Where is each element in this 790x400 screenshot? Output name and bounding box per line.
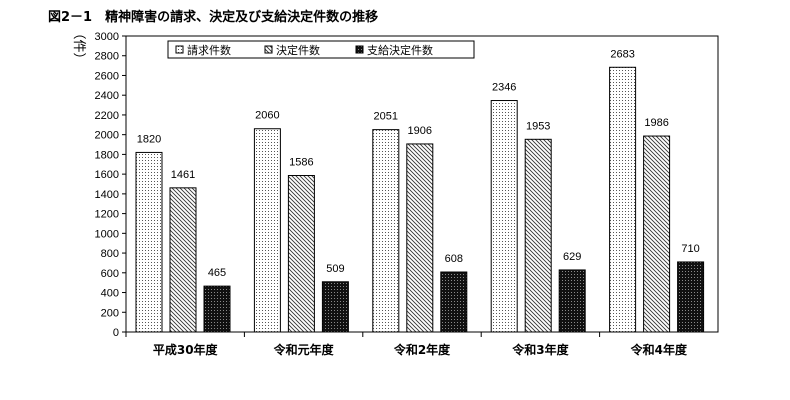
category-label: 令和2年度 (393, 342, 451, 357)
legend-box (167, 40, 475, 59)
y-tick-label: 200 (101, 307, 119, 319)
data-label: 1986 (644, 117, 668, 129)
y-tick-label: 1800 (95, 149, 119, 161)
y-tick-label: 1400 (95, 189, 119, 201)
bar-2 (643, 135, 671, 333)
bar-3 (203, 285, 231, 333)
category-label: 令和元年度 (273, 342, 335, 357)
x-axis: 平成30年度 令和元年度 令和2年度 令和3年度 令和4年度 (125, 332, 688, 357)
y-tick-label: 2600 (95, 70, 119, 82)
legend-swatch (175, 45, 184, 54)
bar-2 (169, 187, 197, 333)
data-labels: 1820 1461 465 2060 1586 509 2051 1906 608 2346 195… (137, 48, 700, 279)
bar-2 (406, 143, 434, 333)
y-tick-label: 400 (101, 288, 119, 300)
bar-2 (287, 175, 315, 333)
bar-2 (524, 138, 552, 333)
category-label: 令和4年度 (630, 342, 688, 357)
y-tick-label: 1600 (95, 169, 119, 181)
bar-3 (440, 271, 468, 333)
y-tick-label: 800 (101, 248, 119, 260)
data-label: 629 (563, 251, 581, 263)
legend: 請求件数 決定件数 支給決定件数 (167, 40, 475, 59)
y-tick-label: 2400 (95, 90, 119, 102)
y-axis-label: （件） (71, 26, 86, 65)
legend-label: 決定件数 (276, 43, 320, 57)
y-tick-label: 3000 (95, 31, 119, 43)
bar-1 (372, 129, 400, 333)
y-axis: 0 200 400 600 800 1000 1200 1400 1600 1800 2000 220… (95, 31, 126, 339)
bar-1 (609, 66, 637, 333)
y-tick-label: 0 (113, 327, 119, 339)
data-label: 1586 (289, 157, 313, 169)
y-tick-label: 1000 (95, 228, 119, 240)
bar-series (135, 66, 705, 333)
plot-area (125, 35, 719, 333)
data-label: 1953 (526, 120, 550, 132)
data-label: 1906 (408, 125, 432, 137)
legend-label: 請求件数 (187, 43, 231, 57)
data-label: 2346 (492, 82, 516, 94)
y-tick-label: 2800 (95, 51, 119, 63)
data-label: 509 (326, 263, 344, 275)
figure-title: 図2－1 精神障害の請求、決定及び支給決定件数の推移 (48, 10, 379, 25)
data-label: 1461 (171, 169, 195, 181)
legend-swatch (264, 45, 273, 54)
bar-1 (253, 128, 281, 333)
bar-3 (558, 269, 586, 333)
data-label: 2683 (610, 48, 634, 60)
data-label: 465 (208, 267, 226, 279)
bar-3 (677, 261, 705, 333)
legend-label: 支給決定件数 (367, 43, 433, 57)
data-label: 2060 (255, 110, 279, 122)
legend-swatch (355, 45, 364, 54)
data-label: 2051 (374, 111, 398, 123)
y-tick-label: 600 (101, 268, 119, 280)
y-tick-label: 1200 (95, 209, 119, 221)
data-label: 608 (445, 253, 463, 265)
y-tick-label: 2000 (95, 130, 119, 142)
bar-1 (490, 100, 518, 333)
data-label: 710 (681, 243, 699, 255)
category-label: 令和3年度 (511, 342, 569, 357)
y-tick-label: 2200 (95, 110, 119, 122)
bar-1 (135, 151, 163, 333)
bar-3 (321, 281, 349, 333)
data-label: 1820 (137, 133, 161, 145)
category-label: 平成30年度 (153, 342, 219, 357)
